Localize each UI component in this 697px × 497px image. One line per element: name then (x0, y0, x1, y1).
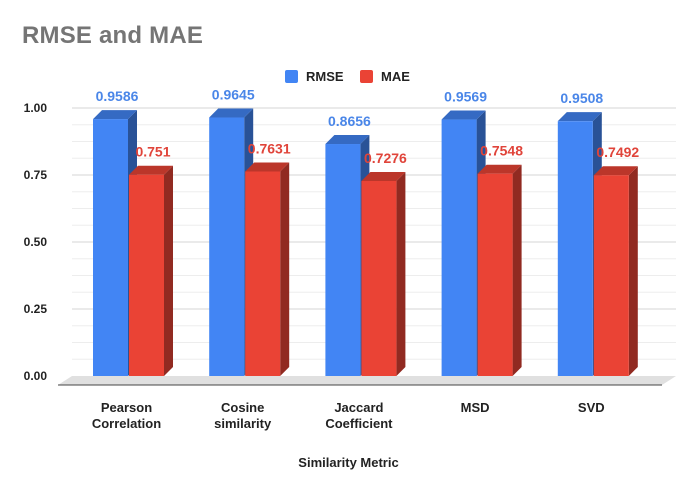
legend: RMSE MAE (0, 66, 697, 86)
data-label-mae: 0.7492 (596, 144, 639, 160)
x-tick-label: Coefficient (325, 416, 393, 431)
legend-item-rmse[interactable]: RMSE (285, 66, 344, 86)
bar-top-mae (477, 164, 522, 174)
bar-top-mae (593, 166, 638, 176)
bar-mae (245, 171, 281, 376)
data-label-rmse: 0.8656 (328, 113, 371, 129)
bar-rmse (557, 121, 593, 376)
y-tick-label: 0.75 (24, 168, 48, 182)
bar-top-mae (129, 165, 173, 175)
x-tick-label: SVD (578, 400, 605, 415)
bar-top-rmse (441, 110, 486, 120)
bar-top-rmse (557, 112, 602, 122)
y-tick-label: 1.00 (24, 101, 48, 115)
bar-side-mae (512, 164, 522, 376)
bar-side-mae (280, 162, 290, 376)
bar-top-rmse (209, 108, 254, 118)
data-label-rmse: 0.9586 (96, 88, 139, 104)
legend-label-rmse: RMSE (306, 68, 344, 84)
bar-mae (361, 181, 397, 376)
bar-side-mae (396, 172, 406, 376)
x-tick-label: MSD (461, 400, 490, 415)
bar-mae (129, 174, 164, 376)
y-tick-label: 0.25 (24, 302, 48, 316)
bar-side-mae (164, 165, 173, 376)
bar-top-rmse (325, 135, 370, 145)
bar-rmse (441, 119, 477, 377)
data-label-mae: 0.7631 (248, 140, 291, 156)
x-axis-title: Similarity Metric (298, 455, 399, 470)
bar-mae (477, 173, 513, 376)
x-tick-label: Correlation (92, 416, 161, 431)
data-label-rmse: 0.9508 (560, 90, 603, 106)
bar-mae (593, 175, 629, 376)
chart-title: RMSE and MAE (22, 22, 204, 49)
legend-swatch-mae (360, 69, 373, 83)
floor-plane (58, 376, 676, 385)
bar-rmse (209, 117, 245, 376)
bar-top-mae (361, 172, 406, 182)
x-tick-label: similarity (214, 416, 272, 431)
legend-item-mae[interactable]: MAE (360, 66, 410, 86)
y-tick-label: 0.50 (24, 235, 48, 249)
y-tick-label: 0.00 (24, 369, 48, 383)
bar-rmse (93, 119, 128, 376)
data-label-mae: 0.7276 (364, 150, 407, 166)
data-label-mae: 0.7548 (480, 143, 523, 159)
x-tick-label: Cosine (221, 400, 264, 415)
bar-side-mae (628, 166, 638, 376)
x-tick-label: Jaccard (334, 400, 383, 415)
data-label-mae: 0.751 (135, 144, 170, 160)
x-tick-label: Pearson (101, 400, 152, 415)
legend-swatch-rmse (285, 69, 298, 83)
data-label-rmse: 0.9569 (444, 89, 487, 105)
data-label-rmse: 0.9645 (212, 87, 255, 103)
bar-rmse (325, 144, 361, 376)
legend-label-mae: MAE (381, 68, 410, 84)
bar-top-rmse (93, 110, 137, 120)
bar-top-mae (245, 162, 290, 172)
